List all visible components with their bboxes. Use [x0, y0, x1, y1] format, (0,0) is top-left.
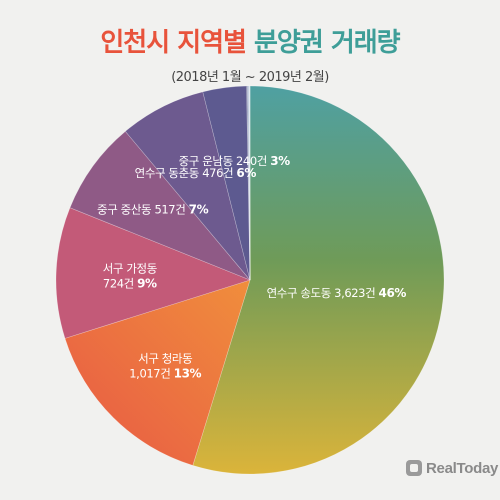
pie-slice-minor-12 — [248, 85, 251, 281]
pie-slice-minor-11 — [248, 85, 251, 281]
slice-label-3: 중구 중산동 517건 7% — [97, 202, 209, 216]
pie-labels: 연수구 송도동 3,623건 46% 서구 청라동 1,017건 13% 서구 가정동… — [97, 154, 407, 381]
pie-slice-1 — [64, 279, 251, 466]
pie-slice-minor-13 — [249, 85, 251, 281]
slice-label-2: 서구 가정동 724건 9% — [103, 261, 157, 290]
title-part-1: 인천시 지역별 — [100, 28, 255, 58]
realtoday-logo: RealToday — [406, 457, 498, 479]
slice-label-0: 연수구 송도동 3,623건 46% — [267, 286, 407, 300]
pie-slice-minor-8 — [247, 85, 251, 281]
pie-slice-4 — [124, 91, 251, 281]
chart-title: 인천시 지역별 분양권 거래량 — [0, 22, 500, 59]
title-part-2: 분양권 거래량 — [254, 28, 401, 58]
pie-slice-2 — [55, 207, 251, 339]
pie-slice-3 — [69, 130, 251, 281]
pie-slice-minor-9 — [247, 85, 251, 281]
pie-slice-minor-7 — [246, 85, 251, 281]
pie-slice-5 — [202, 85, 251, 281]
logo-icon — [406, 460, 422, 476]
pie-slices — [55, 85, 445, 475]
slice-label-5: 중구 운남동 240건 3% — [179, 154, 291, 168]
slice-label-1: 서구 청라동 1,017건 13% — [129, 351, 201, 380]
pie-slice-0 — [192, 85, 445, 475]
slice-label-4: 연수구 동춘동 476건 6% — [135, 166, 257, 180]
logo-text: RealToday — [426, 459, 499, 477]
chart-subtitle: (2018년 1월 ~ 2019년 2월) — [171, 70, 329, 85]
